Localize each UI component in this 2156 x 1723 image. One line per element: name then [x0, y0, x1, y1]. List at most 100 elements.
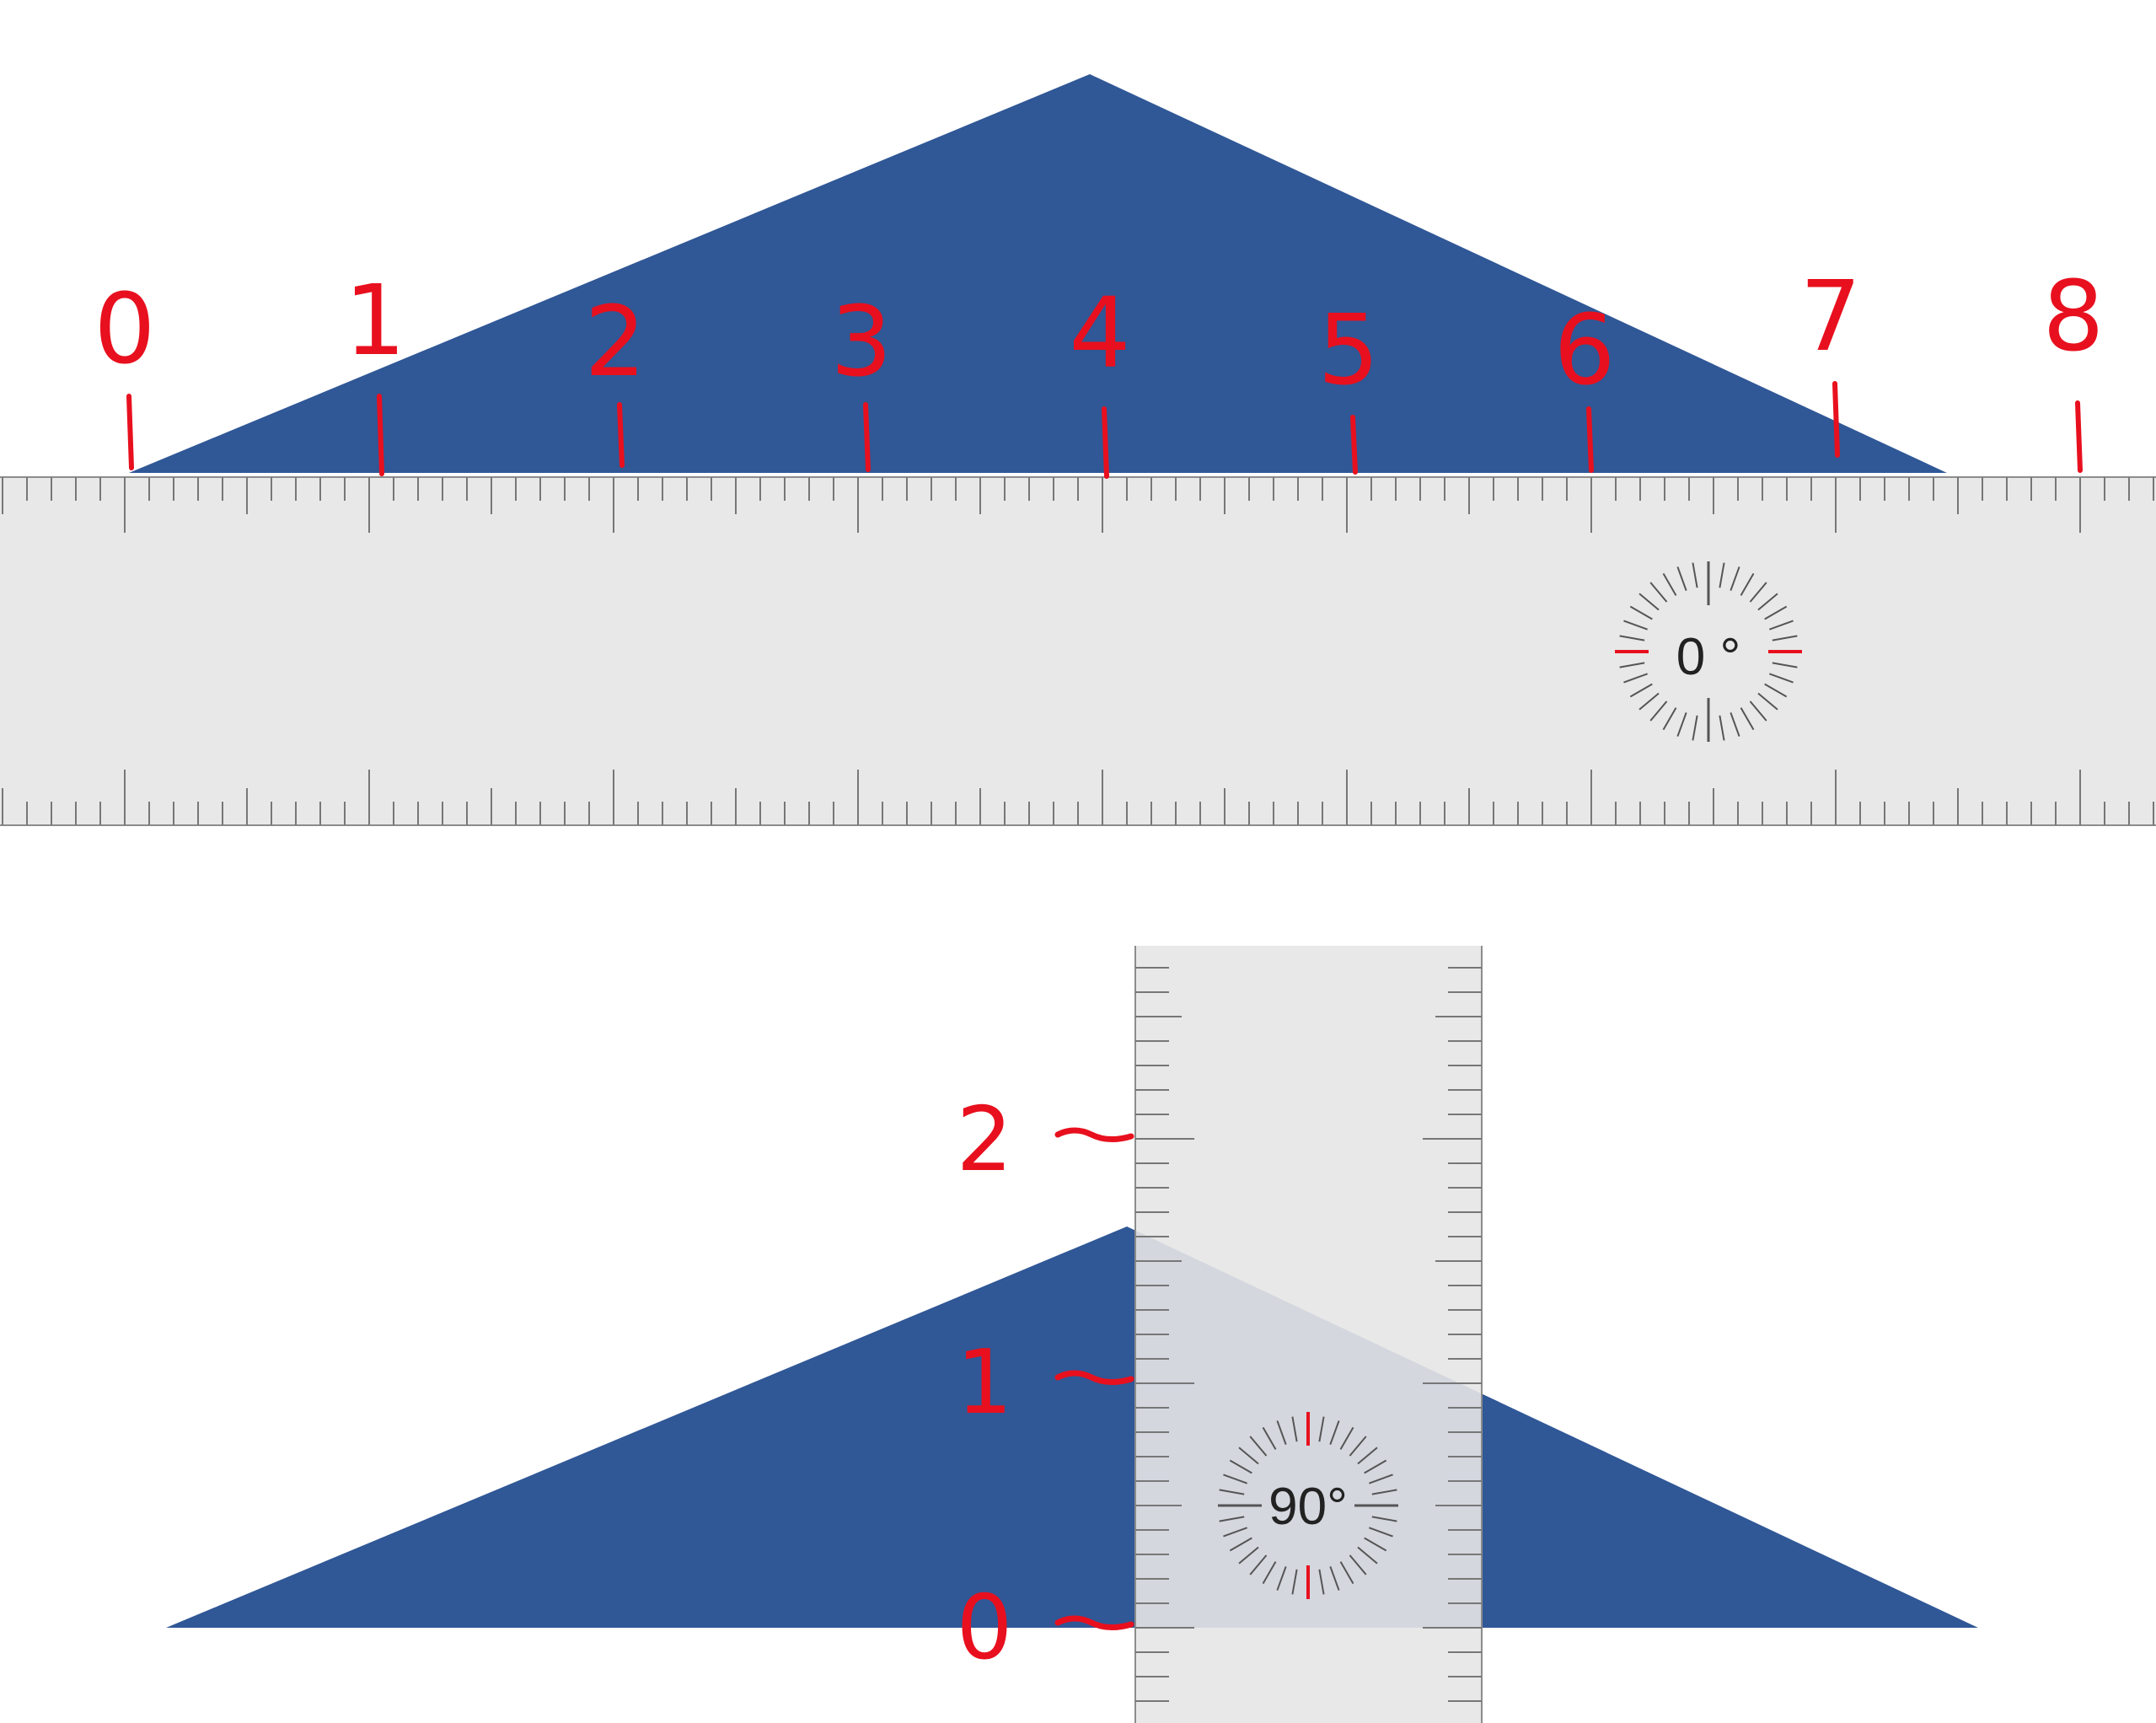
dial-tick	[1649, 700, 1668, 722]
vertical-dial-ticks	[1218, 1412, 1398, 1599]
dial-tick	[1364, 1537, 1387, 1552]
vertical-ruler-right-ticks	[1423, 967, 1482, 1702]
dial-tick	[1649, 582, 1668, 603]
annotation-label: 7	[1799, 260, 1861, 373]
dial-tick	[1629, 683, 1653, 698]
dial-tick	[1772, 662, 1798, 668]
dial-tick	[1364, 1459, 1387, 1474]
dial-tick	[1329, 1566, 1340, 1591]
dial-tick	[1764, 683, 1788, 698]
annotation-label: 1	[957, 1331, 1013, 1434]
dial-tick	[1238, 1447, 1259, 1465]
annotation-marker	[126, 394, 134, 470]
dial-tick	[1349, 1436, 1367, 1457]
dial-tick	[1223, 1527, 1247, 1538]
dial-tick	[1276, 1566, 1287, 1591]
dial-tick	[1369, 1527, 1393, 1538]
top-triangle	[129, 74, 1947, 473]
vertical-angle-readout: 90°	[1268, 1478, 1348, 1536]
dial-tick	[1229, 1459, 1252, 1474]
dial-tick	[1318, 1416, 1325, 1442]
dial-tick	[1229, 1537, 1252, 1552]
annotation-label: 6	[1553, 294, 1615, 407]
vertical-ruler-left-ticks	[1135, 967, 1194, 1702]
protractor-dial-icon[interactable]: 90°	[1218, 1412, 1398, 1599]
dial-tick	[1719, 715, 1725, 741]
annotation-marker	[377, 394, 384, 476]
dial-tick	[1329, 1420, 1340, 1445]
dial-tick	[1769, 673, 1794, 684]
dial-tick	[1223, 1473, 1247, 1484]
annotation-label: 4	[1069, 277, 1130, 390]
dial-tick	[1249, 1554, 1268, 1575]
dial-tick	[1371, 1516, 1397, 1522]
dial-tick	[1291, 1416, 1298, 1442]
dial-tick	[1764, 605, 1788, 620]
dial-tick	[1249, 1436, 1268, 1457]
annotation-marker	[1832, 381, 1840, 458]
dial-tick	[1623, 673, 1648, 684]
dial-tick	[1692, 715, 1698, 741]
annotation-label: 8	[2042, 260, 2104, 373]
annotation-marker	[1054, 1370, 1134, 1385]
annotation-marker	[863, 402, 871, 472]
horizontal-ruler-bottom-ticks	[2, 770, 2154, 825]
horizontal-dial-ticks	[1615, 561, 1802, 742]
dial-tick	[1369, 1473, 1393, 1484]
dial-tick	[1219, 1516, 1245, 1522]
dial-tick	[1291, 1569, 1298, 1595]
protractor-dial-icon[interactable]: 0 °	[1615, 561, 1802, 742]
horizontal-ruler-top-ticks	[2, 477, 2154, 533]
annotation-marker	[617, 402, 625, 468]
dial-tick	[1339, 1426, 1354, 1450]
annotation-label: 2	[957, 1088, 1013, 1191]
dial-tick	[1749, 700, 1767, 722]
annotation-marker	[1054, 1127, 1134, 1142]
dial-tick	[1638, 593, 1660, 611]
dial-tick	[1262, 1561, 1277, 1585]
horizontal-ruler-body	[0, 476, 2156, 826]
annotation-label: 3	[830, 286, 892, 399]
annotation-marker	[1054, 1615, 1134, 1630]
vertical-ruler[interactable]: 90°	[166, 946, 1978, 1723]
annotation-marker	[1102, 406, 1109, 479]
dial-tick	[1318, 1569, 1325, 1595]
dial-tick	[1740, 572, 1755, 596]
dial-tick	[1638, 692, 1660, 711]
dial-tick	[1772, 635, 1798, 641]
bottom-annotations: 0 1 2	[957, 1088, 1134, 1679]
dial-tick	[1662, 707, 1677, 731]
horizontal-ruler[interactable]: 0 °	[0, 476, 2156, 826]
dial-tick	[1619, 662, 1645, 668]
bottom-triangle	[166, 1226, 1978, 1628]
dial-tick	[1357, 1546, 1378, 1565]
dial-tick	[1757, 593, 1778, 611]
dial-tick	[1662, 572, 1677, 596]
dial-tick	[1740, 707, 1755, 731]
dial-tick	[1676, 566, 1687, 591]
annotation-label: 0	[94, 273, 155, 386]
dial-tick	[1749, 582, 1767, 603]
dial-tick	[1730, 712, 1740, 737]
annotation-label: 5	[1317, 294, 1379, 407]
dial-tick	[1238, 1546, 1259, 1565]
dial-tick	[1757, 692, 1778, 711]
horizontal-angle-readout: 0 °	[1676, 628, 1741, 686]
dial-tick	[1349, 1554, 1367, 1575]
dial-tick	[1719, 562, 1725, 588]
dial-tick	[1357, 1447, 1378, 1465]
dial-tick	[1339, 1561, 1354, 1585]
annotation-label: 0	[957, 1576, 1013, 1679]
dial-tick	[1629, 605, 1653, 620]
top-annotations: 0 1 2 3 4 5 6 7 8	[94, 260, 2105, 479]
dial-tick	[1619, 635, 1645, 641]
dial-tick	[1676, 712, 1687, 737]
annotation-marker	[2075, 400, 2083, 473]
annotation-label: 2	[584, 286, 646, 399]
dial-tick	[1371, 1489, 1397, 1495]
annotation-marker	[1586, 406, 1594, 473]
dial-tick	[1730, 566, 1740, 591]
dial-tick	[1276, 1420, 1287, 1445]
annotation-marker	[1350, 415, 1358, 475]
